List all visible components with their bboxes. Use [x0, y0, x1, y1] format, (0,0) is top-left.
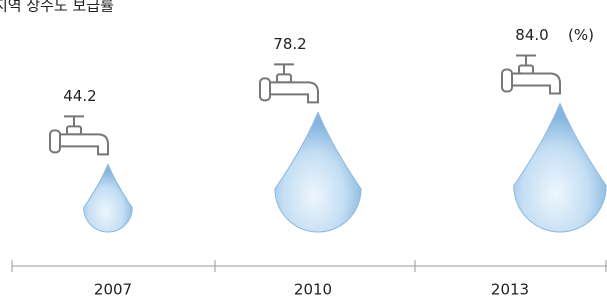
faucet-body	[510, 73, 560, 93]
faucet-valve	[67, 126, 81, 134]
faucet-base	[502, 69, 512, 91]
faucet-icon	[50, 116, 108, 154]
value-label: 84.0	[515, 26, 548, 44]
x-tick-label: 2007	[94, 281, 132, 299]
chart: 지역 상수도 보급률 44.2 2007 78.2 2010 84.0 (%) 2013	[0, 0, 607, 300]
faucet-valve	[519, 65, 533, 73]
water-drop	[84, 164, 133, 232]
faucet-icon	[502, 55, 560, 93]
chart-title: 지역 상수도 보급률	[0, 0, 114, 15]
faucet-valve	[277, 74, 291, 82]
x-tick-label: 2010	[294, 281, 332, 299]
value-label: 78.2	[273, 35, 306, 53]
faucet-base	[50, 130, 60, 152]
x-tick-label: 2013	[491, 281, 529, 299]
faucet-body	[268, 82, 318, 102]
faucet-base	[260, 78, 270, 100]
value-label: 44.2	[63, 87, 96, 105]
faucet-icon	[260, 64, 318, 102]
water-drop	[514, 103, 607, 232]
faucet-body	[58, 134, 108, 154]
water-drop	[275, 112, 361, 232]
unit-label: (%)	[568, 26, 594, 44]
